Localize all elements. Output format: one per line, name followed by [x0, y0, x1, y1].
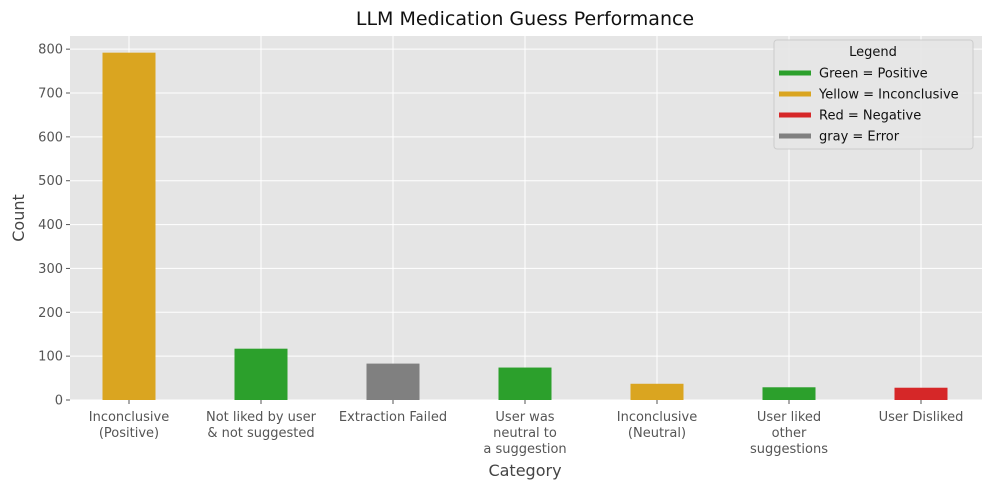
x-tick-label: Inconclusive (Neutral) — [617, 410, 698, 441]
bar — [102, 52, 156, 400]
y-tick-label: 0 — [55, 394, 63, 409]
bar — [630, 383, 684, 400]
x-tick-label: User Disliked — [879, 410, 964, 425]
bar — [498, 367, 552, 400]
y-tick-label: 500 — [38, 174, 63, 189]
y-tick-label: 400 — [38, 218, 63, 233]
legend-entries: Green = Positive Yellow = Inconclusive Red… — [779, 67, 959, 145]
bar — [762, 387, 816, 400]
legend-title: Legend — [849, 45, 897, 60]
x-axis-ticks: Inconclusive (Positive) Not liked by user &… — [89, 400, 964, 457]
legend-box — [773, 39, 974, 150]
legend-label: gray = Error — [819, 130, 900, 145]
y-tick-label: 800 — [38, 43, 63, 58]
legend: Legend Green = Positive Yellow = Inconclu… — [773, 39, 974, 150]
y-tick-label: 300 — [38, 262, 63, 277]
legend-label: Green = Positive — [819, 67, 928, 82]
bars — [102, 52, 948, 400]
bar — [366, 363, 420, 400]
y-tick-label: 700 — [38, 87, 63, 102]
y-tick-label: 200 — [38, 306, 63, 321]
x-axis-label: Category — [488, 461, 561, 480]
chart-title: LLM Medication Guess Performance — [356, 8, 694, 30]
x-tick-label: Not liked by user & not suggested — [206, 410, 317, 441]
x-tick-label: Extraction Failed — [339, 410, 447, 425]
bar — [234, 348, 288, 400]
y-tick-label: 100 — [38, 350, 63, 365]
legend-label: Yellow = Inconclusive — [818, 88, 959, 103]
legend-label: Red = Negative — [819, 109, 921, 124]
x-tick-label: User was neutral to a suggestion — [483, 410, 566, 457]
x-tick-label: User liked other suggestions — [750, 410, 828, 457]
bar — [894, 387, 948, 400]
y-axis-label: Count — [9, 194, 28, 242]
y-tick-label: 600 — [38, 130, 63, 145]
x-tick-label: Inconclusive (Positive) — [89, 410, 170, 441]
y-axis-ticks: 0 100 200 300 400 500 600 700 800 — [38, 43, 70, 409]
